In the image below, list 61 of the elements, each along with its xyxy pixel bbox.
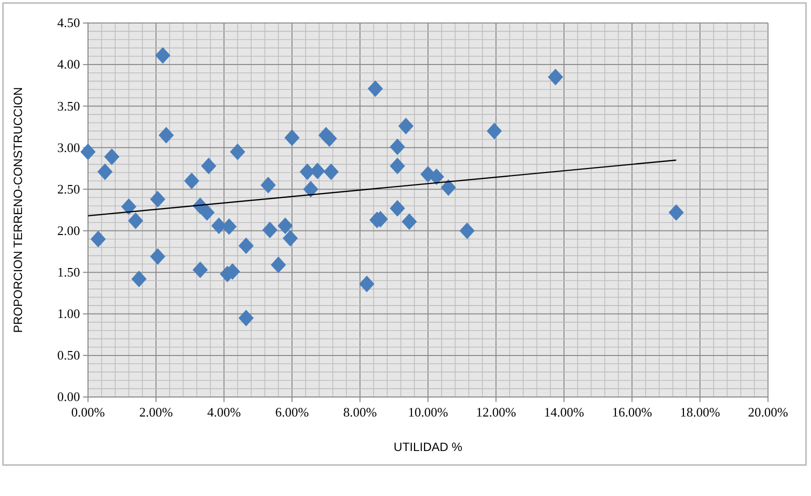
point	[303, 180, 318, 198]
y-tick-label: 4.00	[57, 56, 80, 72]
y-tick-label: 1.50	[57, 264, 80, 280]
point	[278, 217, 293, 234]
point	[104, 148, 120, 166]
point	[359, 276, 374, 292]
point	[199, 204, 215, 221]
point	[128, 212, 144, 230]
x-tick-label: 2.00%	[139, 404, 173, 420]
y-tick-label: 3.50	[57, 98, 80, 114]
point	[398, 118, 414, 134]
point	[390, 138, 406, 156]
y-tick-label: 0.50	[57, 348, 80, 363]
point	[459, 222, 475, 240]
y-tick-label: 3.00	[57, 140, 80, 155]
x-tick-label: 8.00%	[343, 404, 377, 420]
point	[184, 172, 200, 190]
point	[150, 190, 166, 208]
point	[230, 144, 246, 160]
x-tick-label: 14.00%	[544, 404, 584, 420]
point	[390, 200, 406, 217]
x-tick-label: 0.00%	[71, 404, 105, 420]
point	[238, 310, 254, 326]
point	[323, 163, 339, 180]
point	[131, 270, 147, 288]
point	[368, 80, 383, 97]
point	[668, 204, 684, 221]
point	[150, 248, 166, 265]
x-tick-label: 12.00%	[476, 404, 516, 420]
x-tick-label: 20.00%	[748, 404, 788, 420]
point	[80, 144, 96, 160]
point	[238, 237, 254, 254]
point	[440, 179, 456, 196]
point	[155, 47, 170, 64]
y-tick-label: 2.50	[57, 181, 80, 196]
point	[97, 163, 113, 180]
point	[192, 262, 208, 278]
point	[402, 213, 417, 230]
point	[284, 129, 300, 146]
point	[121, 198, 136, 215]
x-tick-label: 16.00%	[612, 404, 652, 420]
point	[260, 176, 276, 194]
point	[390, 158, 406, 174]
point	[282, 230, 298, 247]
y-tick-label: 1.00	[57, 306, 80, 322]
y-tick-label: 4.50	[57, 15, 80, 30]
x-tick-label: 4.00%	[207, 404, 241, 420]
x-tick-label: 6.00%	[275, 404, 309, 420]
x-axis-title: UTILIDAD %	[394, 440, 463, 454]
x-tick-label: 10.00%	[408, 404, 448, 420]
point	[270, 256, 286, 274]
point	[90, 230, 106, 248]
point	[262, 222, 278, 238]
y-tick-label: 2.00	[57, 222, 80, 238]
x-tick-label: 18.00%	[680, 404, 720, 420]
y-axis-title: PROPORCION TERRENO-CONSTRUCCION	[11, 87, 25, 333]
point	[486, 122, 502, 140]
point	[158, 126, 174, 144]
y-tick-label: 0.00	[57, 389, 80, 404]
point	[548, 68, 564, 86]
point	[201, 158, 216, 174]
